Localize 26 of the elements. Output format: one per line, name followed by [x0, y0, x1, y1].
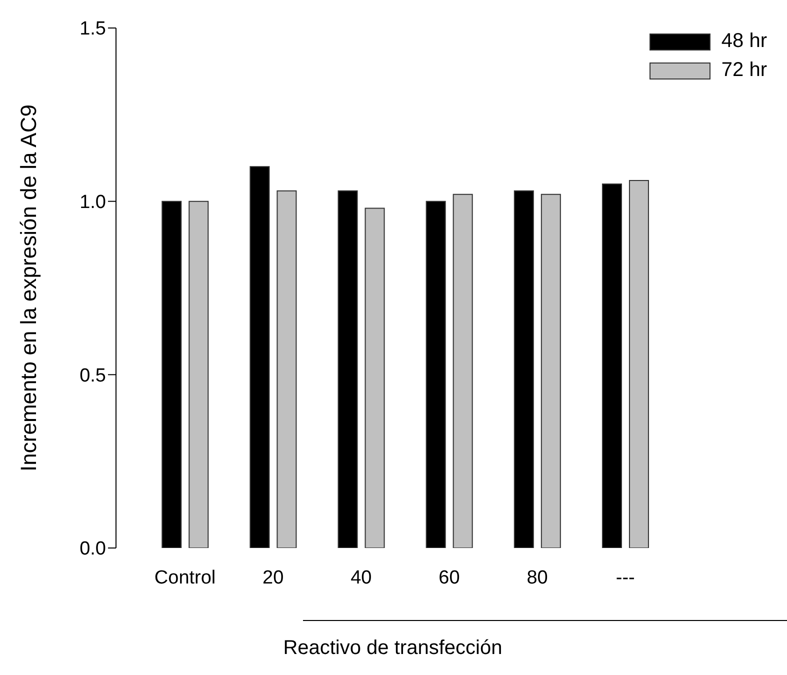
x-tick-label: Control [154, 567, 216, 588]
bar [628, 180, 649, 548]
x-tick-label: 80 [526, 567, 548, 588]
bar [188, 200, 209, 548]
legend-label: 48 hr [721, 30, 767, 53]
y-tick-label: 1.0 [80, 192, 106, 214]
bar [338, 190, 358, 548]
x-tick-label: 20 [262, 567, 284, 588]
bar [452, 194, 473, 548]
bar [602, 184, 622, 548]
legend-label: 72 hr [721, 59, 767, 82]
x-tick-label: --- [616, 567, 635, 588]
bar [426, 200, 446, 548]
bar [364, 208, 385, 548]
bar [250, 166, 270, 548]
bar [540, 194, 561, 548]
bar [276, 190, 297, 548]
bar [162, 200, 182, 548]
y-tick-label: 0.5 [80, 365, 106, 386]
y-tick-label: 1.5 [80, 18, 106, 40]
y-tick-label: 0.0 [80, 538, 106, 560]
bar [514, 190, 534, 548]
x-axis-title: Reactivo de transfección [283, 637, 502, 659]
x-tick-label: 60 [438, 567, 460, 588]
y-axis-title: Incremento en la expresión de la AC9 [16, 104, 41, 472]
x-tick-label: 40 [350, 567, 372, 588]
